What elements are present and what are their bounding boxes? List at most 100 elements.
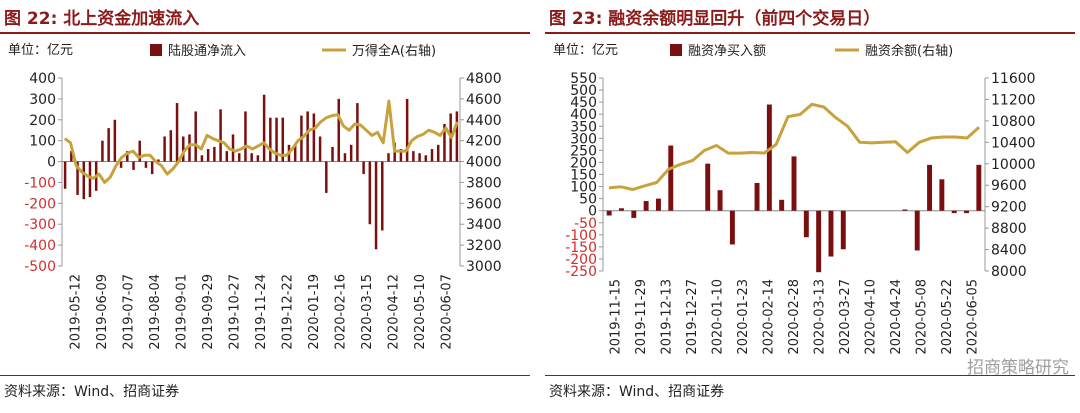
unit-label: 单位：亿元 — [553, 43, 618, 58]
right-tick-label: 4200 — [466, 134, 502, 150]
left-tick-label: -100 — [565, 228, 597, 244]
bar — [281, 117, 285, 162]
bar — [76, 161, 79, 195]
bar — [643, 201, 649, 211]
bar — [318, 136, 322, 162]
bar — [175, 103, 179, 162]
bar — [349, 144, 353, 162]
bar — [374, 161, 378, 250]
bar — [163, 136, 166, 162]
bar — [939, 179, 945, 211]
left-tick-label: 100 — [29, 134, 56, 150]
source-note: 资料来源：Wind、招商证券 — [4, 384, 180, 400]
title-rule — [0, 32, 530, 34]
legend-label-line: 万得全A(右轴) — [352, 43, 436, 59]
chart-panel-northbound: 图 22: 北上资金加速流入 单位：亿元 陆股通净流入 万得全A(右轴) 400 300… — [0, 0, 530, 413]
left-tick-label: -50 — [574, 216, 597, 232]
legend-swatch-bar — [150, 44, 162, 56]
bar — [766, 104, 772, 211]
bar — [754, 182, 760, 211]
bar — [405, 98, 409, 162]
bar — [113, 119, 117, 162]
bar — [337, 98, 340, 162]
left-tick-label: -200 — [24, 196, 56, 212]
x-tick-label: 2019-09-01 — [174, 274, 189, 350]
bar — [951, 210, 957, 214]
x-tick-label: 2020-01-19 — [307, 274, 322, 350]
bar — [430, 149, 434, 162]
bar — [331, 146, 334, 162]
bar — [82, 161, 86, 200]
bar — [200, 155, 204, 162]
line-series — [608, 102, 981, 191]
bar — [194, 111, 197, 162]
x-tick-label: 2019-08-04 — [148, 274, 163, 350]
bar — [244, 111, 247, 162]
bar — [816, 210, 822, 273]
bar — [126, 151, 129, 162]
bar — [63, 161, 67, 189]
bar — [262, 94, 266, 162]
right-tick-label: 4400 — [466, 113, 502, 129]
left-tick-label: 400 — [570, 107, 597, 123]
bar — [964, 210, 969, 214]
bar — [840, 210, 846, 250]
bar — [455, 111, 459, 162]
left-tick-label: -500 — [24, 259, 56, 275]
x-tick-label: 2020-01-10 — [711, 279, 726, 355]
x-tick-label: 2020-04-12 — [387, 274, 402, 350]
bar — [381, 161, 384, 231]
left-tick-label: 200 — [570, 155, 597, 171]
bar — [312, 113, 316, 162]
right-tick-label: 10400 — [991, 135, 1036, 151]
x-tick-label: 2019-11-29 — [634, 279, 649, 355]
legend-label-bar: 陆股通净流入 — [168, 43, 246, 59]
bar — [225, 151, 229, 162]
bar — [150, 161, 154, 175]
x-tick-label: 2020-02-14 — [762, 279, 777, 355]
bar — [306, 111, 309, 162]
right-tick-label: 8400 — [991, 243, 1027, 259]
bar — [729, 210, 735, 245]
source-rule — [545, 375, 1075, 376]
x-tick-label: 2020-03-27 — [838, 279, 853, 355]
x-tick-label: 2020-04-24 — [889, 279, 904, 355]
bar — [368, 161, 372, 225]
bar — [132, 161, 135, 170]
right-tick-label: 10000 — [991, 157, 1036, 173]
right-tick-label: 3000 — [466, 259, 502, 275]
bar — [705, 163, 711, 211]
bar — [619, 208, 624, 211]
figure-title: 图 23: 融资余额明显回升（前四个交易日） — [549, 9, 881, 29]
bar — [250, 153, 253, 162]
left-tick-label: 50 — [579, 192, 597, 208]
x-tick-label: 2020-02-28 — [787, 279, 802, 355]
x-tick-label: 2020-05-22 — [940, 279, 955, 355]
bar — [424, 155, 428, 162]
bar — [779, 199, 785, 211]
bar — [828, 210, 834, 257]
bar — [88, 161, 92, 198]
x-tick-label: 2019-12-27 — [685, 279, 700, 355]
x-tick-label: 2020-03-13 — [812, 279, 827, 355]
left-tick-label: -300 — [24, 217, 56, 233]
bar — [418, 153, 421, 162]
x-tick-label: 2020-06-05 — [965, 279, 980, 355]
source-note: 资料来源：Wind、招商证券 — [549, 384, 725, 400]
bar — [169, 130, 173, 162]
bar — [237, 153, 241, 162]
bar — [356, 103, 359, 162]
right-tick-label: 9200 — [991, 200, 1027, 216]
bar — [231, 134, 235, 162]
bar — [138, 140, 141, 162]
left-tick-label: 300 — [29, 92, 56, 108]
left-tick-label: 400 — [29, 71, 56, 87]
bar — [269, 117, 272, 162]
bar — [902, 209, 908, 211]
bar — [976, 164, 982, 211]
x-tick-label: 2019-07-07 — [121, 274, 136, 350]
x-tick-label: 2020-01-23 — [736, 279, 751, 355]
bar — [717, 190, 723, 211]
bar — [436, 144, 440, 162]
x-tick-label: 2019-05-12 — [68, 274, 83, 350]
